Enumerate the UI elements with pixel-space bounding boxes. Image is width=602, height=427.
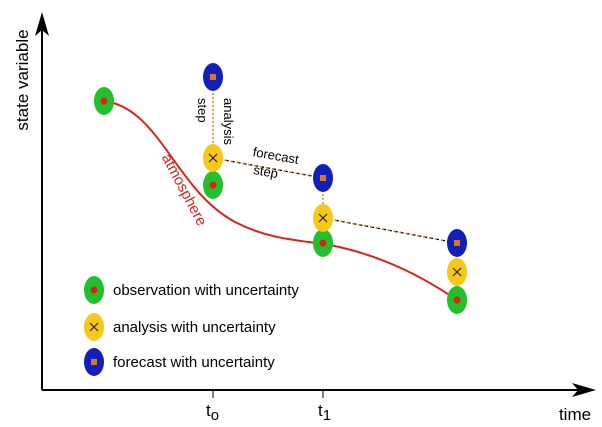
axes xyxy=(35,12,596,398)
forecast-step-label: step xyxy=(252,162,279,181)
markers xyxy=(94,63,468,314)
legend-label: analysis with uncertainty xyxy=(113,319,276,336)
legend-label: observation with uncertainty xyxy=(113,282,299,299)
atmosphere-curve xyxy=(103,100,458,301)
x-axis-label: time xyxy=(559,405,591,424)
step-lines xyxy=(212,77,458,272)
analysis-step-label: analysis xyxy=(221,98,236,145)
y-axis-label: state variable xyxy=(13,29,32,130)
legend: observation with uncertainty analysis wi… xyxy=(83,276,299,376)
analysis-step-label: step xyxy=(195,98,210,123)
legend-label: forecast with uncertainty xyxy=(113,354,275,371)
atmosphere-label: atmosphere xyxy=(158,151,210,229)
tick-label: to xyxy=(206,401,219,424)
tick-label: t1 xyxy=(318,401,331,424)
